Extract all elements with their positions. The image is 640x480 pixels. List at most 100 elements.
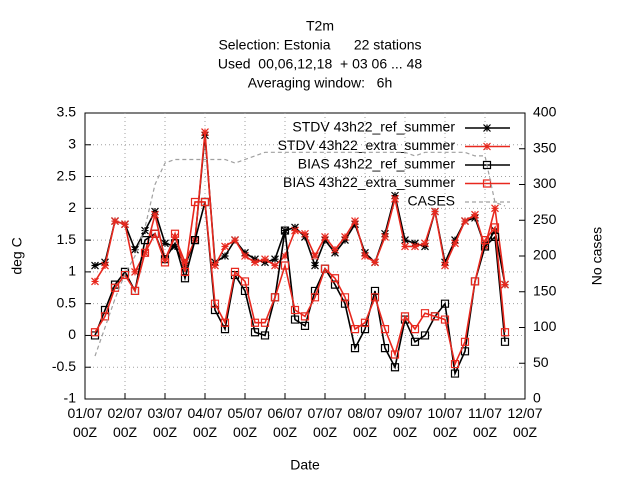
data-point: [221, 242, 229, 251]
data-point: [380, 324, 390, 334]
y-tick-label: 0.5: [57, 294, 77, 310]
x-tick-label: 11/07 00Z: [468, 405, 502, 440]
x-tick-label: 07/07 00Z: [307, 405, 343, 440]
data-point: [211, 261, 219, 270]
data-point: [90, 328, 100, 337]
data-point: [440, 315, 450, 324]
data-point: [500, 328, 510, 337]
data-point: [410, 324, 420, 334]
x-tick-label: 02/07 00Z: [107, 405, 143, 440]
series-line: [94, 201, 506, 367]
data-point: [360, 324, 370, 334]
data-point: [260, 331, 270, 340]
data-point: [471, 210, 479, 219]
data-point: [220, 318, 230, 327]
data-point: [221, 252, 229, 260]
data-point: [311, 261, 319, 270]
y2-tick-label: 150: [533, 282, 557, 298]
y2-tick-label: 50: [533, 354, 549, 370]
data-point: [501, 280, 509, 289]
data-point: [131, 267, 139, 276]
data-point: [250, 318, 260, 327]
data-point: [420, 309, 430, 318]
legend-label: STDV 43h22_ref_summer: [292, 119, 455, 135]
y2-tick-label: 400: [533, 104, 557, 120]
data-point: [290, 305, 300, 315]
data-point: [301, 229, 309, 238]
data-point: [251, 258, 259, 267]
data-point: [450, 359, 460, 369]
data-point: [180, 267, 190, 276]
data-point: [190, 236, 200, 245]
data-point: [340, 293, 350, 302]
y-tick-label: 2.5: [57, 167, 77, 183]
legend-marker: [483, 124, 491, 132]
data-point: [401, 242, 409, 251]
y2-tick-label: 300: [533, 175, 557, 191]
chart-title: T2m: [306, 18, 334, 34]
data-point: [460, 337, 470, 346]
data-point: [491, 204, 499, 213]
data-point: [100, 312, 110, 321]
data-point: [281, 252, 289, 260]
data-point: [241, 252, 249, 260]
data-point: [490, 223, 500, 232]
data-point: [240, 277, 250, 286]
data-point: [460, 347, 470, 356]
data-point: [441, 261, 449, 270]
y-tick-label: 1.5: [57, 231, 77, 247]
y2-axis-label: No cases: [589, 227, 605, 285]
data-point: [500, 337, 510, 346]
data-point: [400, 315, 410, 324]
data-point: [311, 252, 319, 260]
legend-label: BIAS 43h22_extra_summer: [283, 174, 455, 190]
data-point: [270, 293, 280, 302]
legend-marker: [482, 179, 492, 188]
data-point: [300, 321, 310, 331]
x-tick-label: 12/07 00Z: [507, 405, 543, 440]
data-point: [150, 229, 160, 238]
data-point: [350, 344, 360, 353]
data-point: [410, 337, 420, 346]
data-point: [371, 258, 379, 267]
data-point: [131, 245, 139, 254]
data-point: [320, 264, 330, 273]
x-tick-label: 10/07 00Z: [427, 405, 463, 440]
data-point: [280, 226, 290, 235]
data-point: [230, 270, 240, 280]
data-point: [370, 293, 380, 302]
data-point: [461, 217, 469, 225]
data-point: [400, 312, 410, 321]
subtitle: Selection: Estonia 22 stations: [218, 37, 421, 53]
data-point: [380, 344, 390, 353]
x-tick-label: 09/07 00Z: [387, 405, 423, 440]
data-point: [351, 217, 359, 225]
data-point: [431, 207, 439, 216]
data-point: [130, 286, 140, 296]
data-point: [330, 274, 340, 283]
data-point: [391, 194, 399, 203]
data-point: [121, 220, 129, 229]
legend-label: CASES: [408, 193, 455, 209]
data-point: [91, 277, 99, 286]
subtitle: Used 00,06,12,18 + 03 06 ... 48: [218, 56, 423, 72]
data-point: [450, 369, 460, 378]
data-point: [271, 261, 279, 270]
data-point: [90, 331, 100, 340]
series-line: [94, 201, 506, 377]
data-point: [411, 242, 419, 251]
data-point: [480, 236, 490, 245]
y-tick-label: 3: [68, 135, 76, 151]
y2-tick-label: 250: [533, 211, 557, 227]
data-point: [140, 248, 150, 257]
data-point: [110, 283, 120, 292]
data-point: [321, 233, 329, 241]
legend-marker: [483, 142, 491, 151]
series-line: [94, 131, 506, 285]
data-point: [341, 233, 349, 241]
data-point: [141, 226, 149, 235]
x-axis-label: Date: [290, 457, 320, 473]
data-point: [190, 197, 200, 207]
data-point: [290, 315, 300, 324]
y-tick-label: 1: [68, 263, 76, 279]
